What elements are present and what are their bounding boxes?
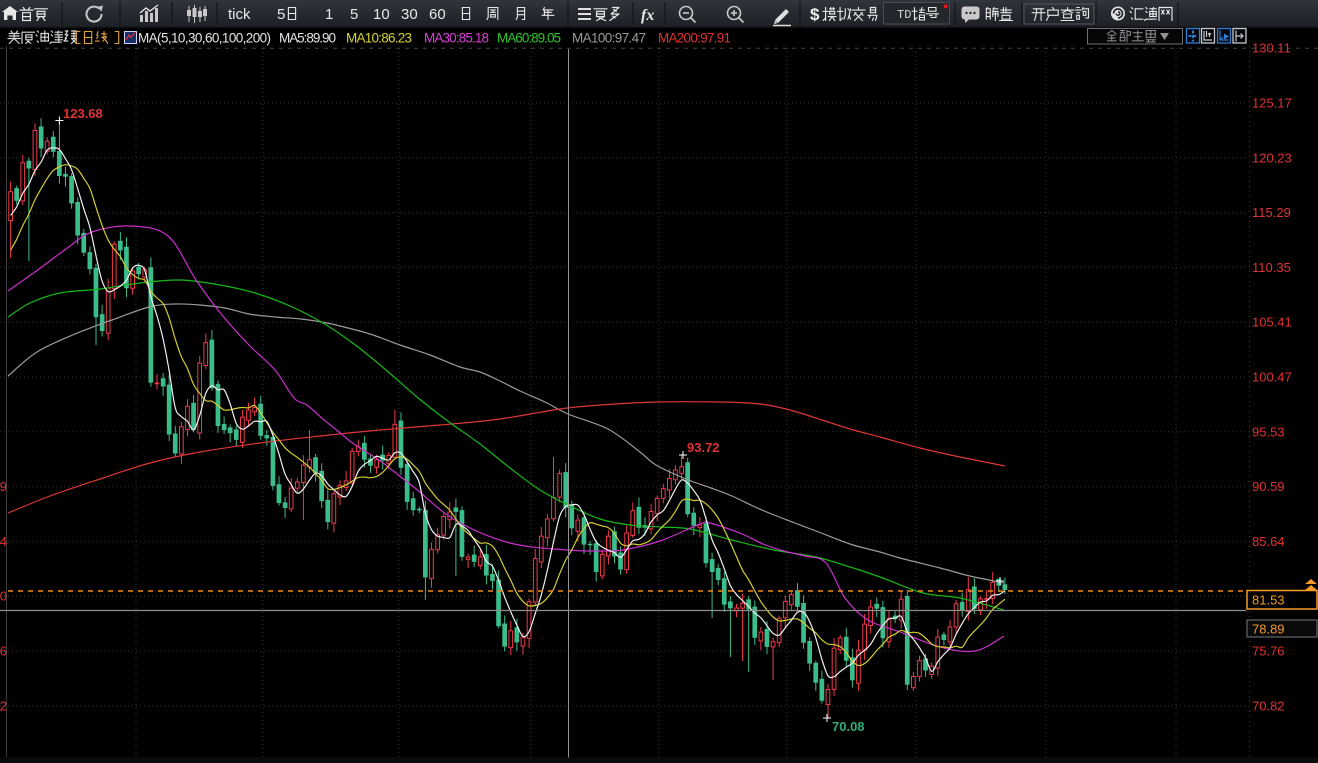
svg-text:30: 30 [401, 6, 418, 23]
svg-text:MA(5,10,30,60,100,200): MA(5,10,30,60,100,200) [138, 31, 271, 46]
svg-text:78.89: 78.89 [1252, 622, 1285, 637]
svg-text:MA100:97.47: MA100:97.47 [572, 31, 646, 46]
svg-text:MA60:89.05: MA60:89.05 [497, 31, 561, 46]
svg-text:5: 5 [277, 6, 285, 23]
svg-text:130.11: 130.11 [1252, 41, 1291, 56]
svg-text:85.64: 85.64 [0, 534, 7, 549]
svg-text:tick: tick [228, 6, 251, 23]
svg-text:10: 10 [373, 6, 390, 23]
svg-text:fx: fx [641, 7, 654, 24]
svg-text:125.17: 125.17 [1252, 96, 1292, 111]
svg-text:90.59: 90.59 [0, 479, 7, 494]
svg-text:100.47: 100.47 [1252, 370, 1292, 385]
svg-text:TD: TD [897, 8, 911, 22]
svg-text:70.08: 70.08 [832, 719, 865, 734]
svg-text:115.29: 115.29 [1252, 205, 1291, 220]
svg-text:75.76: 75.76 [0, 644, 7, 659]
svg-text:MA200:97.91: MA200:97.91 [658, 31, 731, 46]
svg-text:105.41: 105.41 [1252, 315, 1292, 330]
svg-text:75.76: 75.76 [1252, 644, 1285, 659]
svg-text:85.64: 85.64 [1252, 534, 1285, 549]
svg-text:81.53: 81.53 [1252, 593, 1285, 608]
svg-text:110.35: 110.35 [1252, 260, 1291, 275]
svg-text:93.72: 93.72 [687, 440, 720, 455]
svg-text:95.53: 95.53 [1252, 424, 1285, 439]
svg-text:MA30:85.18: MA30:85.18 [424, 31, 489, 46]
svg-text:MA10:86.23: MA10:86.23 [346, 31, 412, 46]
svg-text:60: 60 [429, 6, 446, 23]
svg-text:80.70: 80.70 [0, 589, 7, 604]
svg-text:1: 1 [325, 6, 333, 23]
svg-text:$: $ [810, 5, 820, 24]
svg-text:123.68: 123.68 [63, 106, 103, 121]
svg-text:70.82: 70.82 [1252, 698, 1285, 713]
svg-text:70.82: 70.82 [0, 698, 7, 713]
svg-text:120.23: 120.23 [1252, 150, 1292, 165]
svg-text:MA5:89.90: MA5:89.90 [279, 31, 336, 46]
svg-text:5: 5 [350, 6, 358, 23]
svg-text:90.59: 90.59 [1252, 479, 1285, 494]
